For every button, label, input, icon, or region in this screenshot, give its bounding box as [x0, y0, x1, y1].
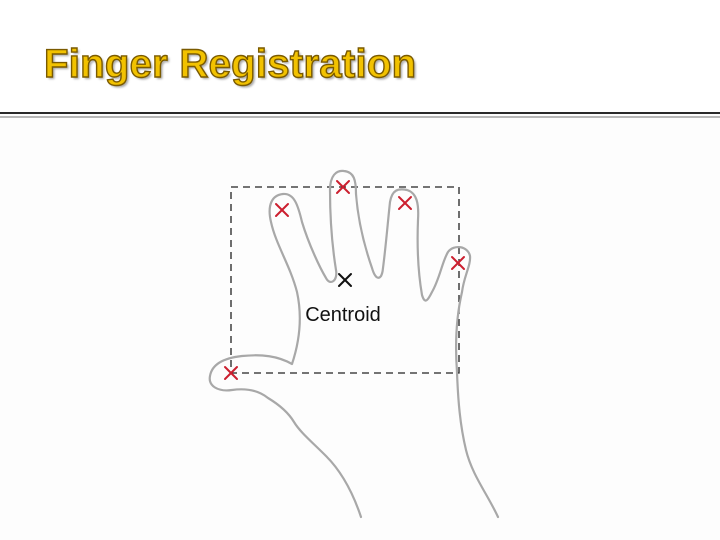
fingertip-marker-index	[275, 203, 289, 217]
slide-header: Finger Registration	[0, 0, 720, 112]
slide-title: Finger Registration	[43, 41, 417, 86]
title-divider-light	[0, 116, 720, 118]
centroid-marker	[338, 273, 352, 287]
bounding-box	[230, 186, 460, 374]
hand-outline	[208, 169, 500, 519]
fingertip-marker-ring	[398, 196, 412, 210]
centroid-label: Centroid	[305, 304, 381, 326]
title-divider-dark	[0, 112, 720, 114]
fingertip-marker-pinky	[451, 256, 465, 270]
fingertip-marker-thumb	[224, 366, 238, 380]
fingertip-marker-middle	[336, 180, 350, 194]
